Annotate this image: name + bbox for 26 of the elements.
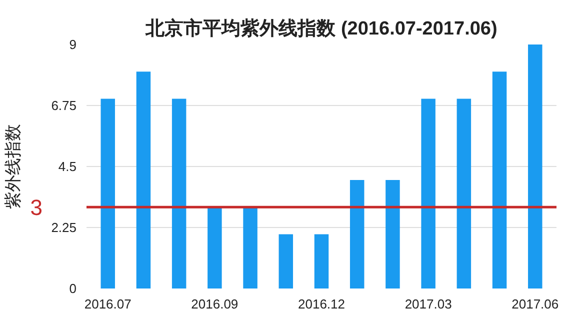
y-tick-label: 6.75 <box>51 98 77 113</box>
x-tick-label: 2016.12 <box>298 296 346 312</box>
bar <box>386 180 400 288</box>
bar <box>172 98 186 288</box>
bar <box>421 98 436 288</box>
x-tick-label: 2016.07 <box>84 296 132 312</box>
x-tick-label: 2017.03 <box>404 296 452 312</box>
bar <box>278 234 294 288</box>
bar <box>492 72 507 288</box>
bar <box>100 98 115 288</box>
chart-title: 北京市平均紫外线指数 (2016.07-2017.06) <box>144 18 498 40</box>
y-tick-label: 4.5 <box>58 159 77 174</box>
y-tick-label: 9 <box>69 37 77 52</box>
bar <box>528 44 542 288</box>
x-tick-label: 2016.09 <box>191 296 238 312</box>
bar <box>243 207 258 288</box>
bar <box>350 180 364 288</box>
bar <box>208 207 222 288</box>
ref-line-label: 3 <box>30 195 43 220</box>
bar <box>136 72 151 288</box>
bar <box>456 98 472 288</box>
y-tick-label: 0 <box>69 281 77 296</box>
x-tick-label: 2017.06 <box>512 296 559 312</box>
y-tick-label: 2.25 <box>51 220 77 235</box>
bar <box>314 234 329 288</box>
y-axis-title: 紫外线指数 <box>3 124 22 209</box>
